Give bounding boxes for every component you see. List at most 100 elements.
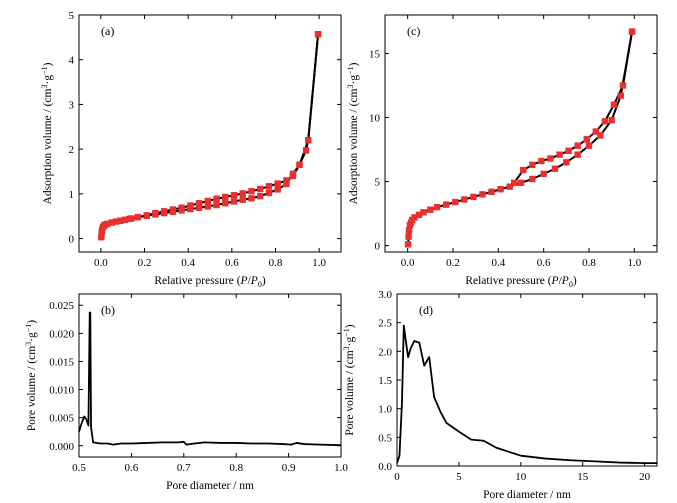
x-tick-label: 0.2 — [446, 257, 460, 269]
data-point-adsorption — [405, 227, 413, 234]
data-point-desorption — [529, 161, 536, 169]
data-point-adsorption — [248, 195, 255, 202]
panel-a: 0.0 0.2 0.4 0.6 0.8 1.0 0 1 2 3 4 5 (a) Relative pres… — [40, 10, 342, 289]
data-point-adsorption — [411, 214, 418, 221]
data-point-adsorption — [506, 183, 513, 190]
panel-b: 0.5 0.6 0.7 0.8 0.9 1.0 0.000 0.005 0.010 0.015 0.… — [24, 293, 348, 492]
data-point-desorption — [289, 172, 297, 180]
pore-distribution-line — [396, 324, 657, 465]
y-tick-label: 0.000 — [49, 441, 74, 453]
data-point-desorption — [583, 136, 590, 143]
data-point-adsorption — [608, 116, 615, 124]
data-point-adsorption — [265, 189, 273, 197]
data-point-desorption — [187, 202, 194, 209]
y-tick-label: 3.0 — [378, 289, 392, 301]
data-point-adsorption — [257, 192, 264, 200]
plot-frame-d — [396, 293, 658, 467]
data-point-adsorption — [404, 241, 412, 248]
data-point-desorption — [628, 28, 636, 35]
data-point-adsorption — [195, 204, 203, 211]
data-point-adsorption — [239, 196, 246, 203]
data-point-desorption — [283, 177, 290, 184]
data-point-adsorption — [415, 211, 423, 219]
x-tick-label: 15 — [577, 471, 589, 483]
x-tick-label: 0.4 — [181, 257, 195, 269]
data-point-adsorption — [461, 196, 468, 203]
x-tick-label: 1.0 — [312, 257, 326, 269]
data-point-adsorption — [405, 233, 412, 240]
data-point-desorption — [126, 215, 133, 223]
x-tick-label: 0 — [394, 471, 400, 483]
data-point-adsorption — [108, 219, 115, 226]
data-point-adsorption — [551, 165, 559, 172]
data-point-adsorption — [420, 209, 427, 216]
data-point-desorption — [265, 183, 273, 190]
panel-label: (d) — [419, 303, 433, 317]
data-point-adsorption — [529, 175, 536, 183]
data-point-adsorption — [433, 203, 441, 211]
data-point-desorption — [169, 206, 177, 213]
y-tick-label: 2.5 — [378, 318, 392, 330]
x-axis-title: Pore diameter / nm — [166, 480, 254, 492]
data-point-adsorption — [427, 206, 434, 213]
x-tick-label: 0.7 — [177, 462, 191, 474]
data-point-adsorption — [574, 151, 581, 158]
x-tick-label: 1.0 — [334, 462, 348, 474]
data-point-adsorption — [213, 201, 220, 209]
data-point-adsorption — [517, 179, 525, 187]
y-tick-label: 0.020 — [49, 328, 74, 340]
data-point-desorption — [274, 180, 281, 187]
y-tick-label: 10 — [369, 112, 381, 124]
data-point-desorption — [117, 217, 124, 224]
data-point-desorption — [511, 179, 518, 187]
plot-frame-a — [78, 14, 342, 253]
x-tick-label: 10 — [515, 471, 527, 483]
pore-distribution-line — [78, 311, 342, 447]
data-point-desorption — [178, 204, 185, 211]
data-point-adsorption — [274, 186, 281, 193]
data-point-adsorption — [563, 159, 570, 166]
y-tick-label: 1.5 — [378, 375, 392, 387]
plot-frame-b — [78, 293, 342, 458]
data-point-desorption — [314, 31, 322, 38]
data-point-desorption — [213, 195, 220, 202]
y-tick-label: 0 — [69, 234, 75, 246]
y-tick-label: 2 — [69, 144, 75, 156]
data-point-desorption — [619, 82, 627, 89]
data-point-adsorption — [104, 220, 111, 228]
y-tick-label: 0.010 — [49, 385, 74, 397]
x-tick-label: 0.0 — [401, 257, 415, 269]
data-point-desorption — [204, 197, 212, 205]
data-point-adsorption — [112, 218, 120, 225]
data-point-desorption — [222, 193, 229, 201]
y-tick-label: 1.0 — [378, 404, 392, 416]
data-point-desorption — [257, 185, 264, 193]
x-tick-label: 0.9 — [282, 462, 296, 474]
x-axis-title: Relative pressure (P/P0) — [154, 275, 265, 289]
data-point-desorption — [574, 142, 581, 149]
data-point-desorption — [592, 128, 599, 135]
y-tick-label: 3 — [69, 99, 75, 111]
data-point-desorption — [305, 137, 312, 144]
data-point-adsorption — [617, 92, 624, 99]
panel-label: (a) — [101, 24, 114, 38]
x-tick-label: 5 — [456, 471, 462, 483]
data-point-adsorption — [488, 188, 495, 195]
x-tick-label: 0.0 — [94, 257, 108, 269]
x-tick-label: 0.5 — [72, 462, 86, 474]
x-tick-label: 0.6 — [125, 462, 139, 474]
data-point-adsorption — [585, 142, 593, 149]
data-point-adsorption — [443, 201, 450, 208]
data-point-desorption — [610, 101, 618, 108]
data-point-adsorption — [98, 234, 105, 241]
data-point-desorption — [248, 187, 255, 195]
panel-label: (b) — [101, 303, 115, 317]
data-point-desorption — [556, 151, 563, 158]
y-axis-title: Adsorption volume / (cm3·g−1) — [346, 62, 360, 204]
data-point-desorption — [195, 200, 203, 207]
isotherm-line-desorption — [120, 34, 320, 222]
y-tick-label: 2.0 — [378, 346, 392, 358]
data-point-desorption — [538, 157, 545, 165]
x-tick-label: 20 — [639, 471, 651, 483]
x-axis-title: Relative pressure (P/P0) — [465, 275, 576, 289]
